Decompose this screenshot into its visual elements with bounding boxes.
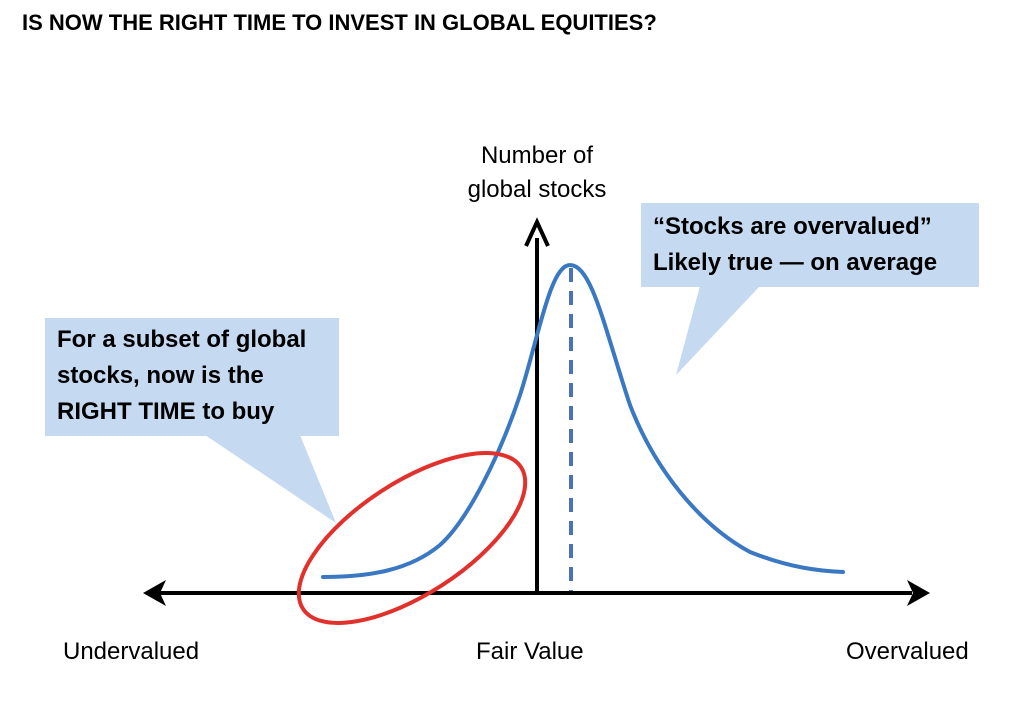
y-axis-label-line-1: Number of xyxy=(480,142,594,169)
x-axis-label-fair-value: Fair Value xyxy=(476,638,584,665)
page-title: IS NOW THE RIGHT TIME TO INVEST IN GLOBA… xyxy=(22,10,657,35)
x-axis-right-arrow xyxy=(907,580,930,606)
subset-callout-line-3: RIGHT TIME to buy xyxy=(57,398,275,425)
subset-callout-line-2: stocks, now is the xyxy=(57,362,264,389)
overvalued-callout-line-1: “Stocks are overvalued” xyxy=(653,213,932,240)
subset-callout-line-1: For a subset of global xyxy=(57,326,307,353)
callout-left-tail xyxy=(205,435,336,523)
y-axis-label-line-2: global stocks xyxy=(467,176,607,203)
callout-right-tail xyxy=(676,286,760,375)
overvalued-callout: “Stocks are overvalued” Likely true — on… xyxy=(641,203,979,287)
x-axis-label-overvalued: Overvalued xyxy=(846,638,969,665)
x-axis-label-undervalued: Undervalued xyxy=(63,638,200,665)
y-axis-arrow xyxy=(524,217,550,247)
undervalued-subset-ellipse xyxy=(296,451,528,625)
overvalued-callout-line-2: Likely true — on average xyxy=(653,249,938,276)
x-axis-left-arrow xyxy=(143,580,166,606)
stock-valuation-distribution-curve xyxy=(321,262,845,579)
y-axis-label: Number of global stocks xyxy=(447,139,627,207)
subset-callout: For a subset of global stocks, now is th… xyxy=(45,318,339,436)
